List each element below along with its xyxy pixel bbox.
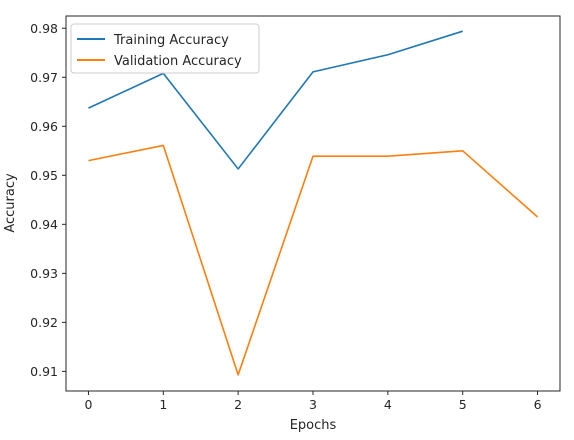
y-axis-title: Accuracy [3,173,18,233]
y-tick-label: 0.92 [30,315,58,330]
legend-label-validation-accuracy: Validation Accuracy [114,54,242,69]
x-tick-label: 1 [159,397,167,412]
x-tick-label: 2 [234,397,242,412]
x-axis-ticks: 0 1 2 3 4 5 6 [84,391,542,412]
legend: Training Accuracy Validation Accuracy [70,23,260,74]
y-tick-label: 0.94 [30,217,58,232]
y-tick-label: 0.98 [30,21,58,36]
y-tick-label: 0.97 [30,70,58,85]
x-tick-label: 3 [309,397,317,412]
series-line-training-accuracy [88,30,463,170]
x-tick-label: 6 [534,397,542,412]
x-axis-title: Epochs [290,418,337,433]
series-layer [88,30,539,376]
y-tick-label: 0.96 [30,119,58,134]
legend-box [70,23,260,74]
y-axis-ticks: 0.91 0.92 0.93 0.94 0.95 0.96 0.97 0.98 [30,21,66,379]
y-tick-label: 0.93 [30,266,58,281]
plot-frame [65,15,561,392]
plot-area [66,16,560,391]
legend-label-training-accuracy: Training Accuracy [113,33,229,48]
x-tick-label: 5 [459,397,467,412]
y-tick-label: 0.95 [30,168,58,183]
y-tick-label: 0.91 [30,364,58,379]
x-tick-label: 0 [84,397,92,412]
x-tick-label: 4 [384,397,392,412]
